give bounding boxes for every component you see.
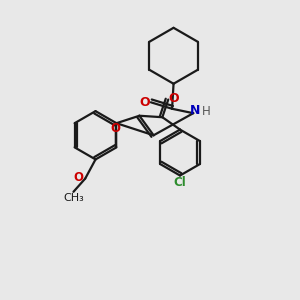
- Text: Cl: Cl: [174, 176, 186, 189]
- Text: O: O: [168, 92, 179, 105]
- Text: CH₃: CH₃: [63, 193, 84, 203]
- Text: O: O: [110, 122, 120, 135]
- Text: O: O: [139, 96, 150, 109]
- Text: N: N: [190, 104, 200, 117]
- Text: H: H: [202, 105, 211, 118]
- Text: O: O: [74, 172, 84, 184]
